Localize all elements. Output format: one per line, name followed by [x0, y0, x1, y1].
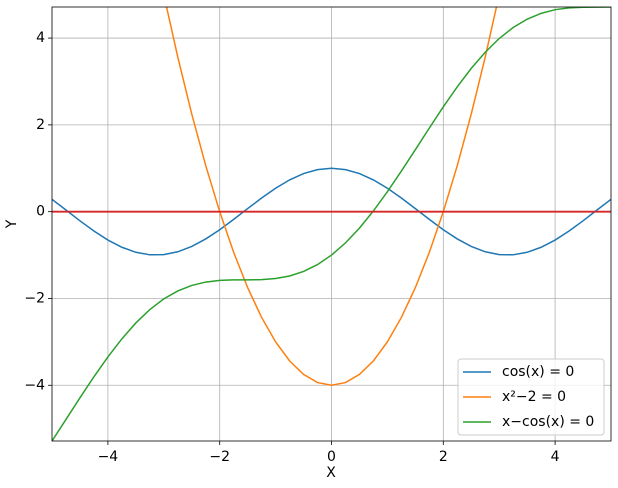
x-tick-label: −4	[98, 449, 119, 465]
y-axis-label: Y	[4, 219, 20, 229]
plot-frame	[51, 6, 612, 442]
y-tick-label: −4	[24, 377, 45, 393]
x-axis-label: X	[326, 465, 336, 481]
y-tick-label: 0	[36, 204, 45, 220]
legend-label: cos(x) = 0	[502, 364, 574, 380]
plot-lines	[52, 7, 611, 441]
x-tick-label: −2	[209, 449, 230, 465]
y-tick-label: 2	[36, 117, 45, 133]
line-series	[52, 7, 611, 441]
y-tick-label: 4	[36, 30, 45, 46]
x-tick-label: 2	[439, 449, 448, 465]
legend-label: x²−2 = 0	[502, 389, 566, 405]
legend-box	[457, 358, 605, 436]
x-tick-label: 0	[327, 449, 336, 465]
x-tick-label: 4	[551, 449, 560, 465]
line-series	[165, 7, 498, 387]
legend-label: x−cos(x) = 0	[502, 414, 594, 430]
y-tick-label: −2	[24, 290, 45, 306]
line-series	[52, 167, 611, 256]
